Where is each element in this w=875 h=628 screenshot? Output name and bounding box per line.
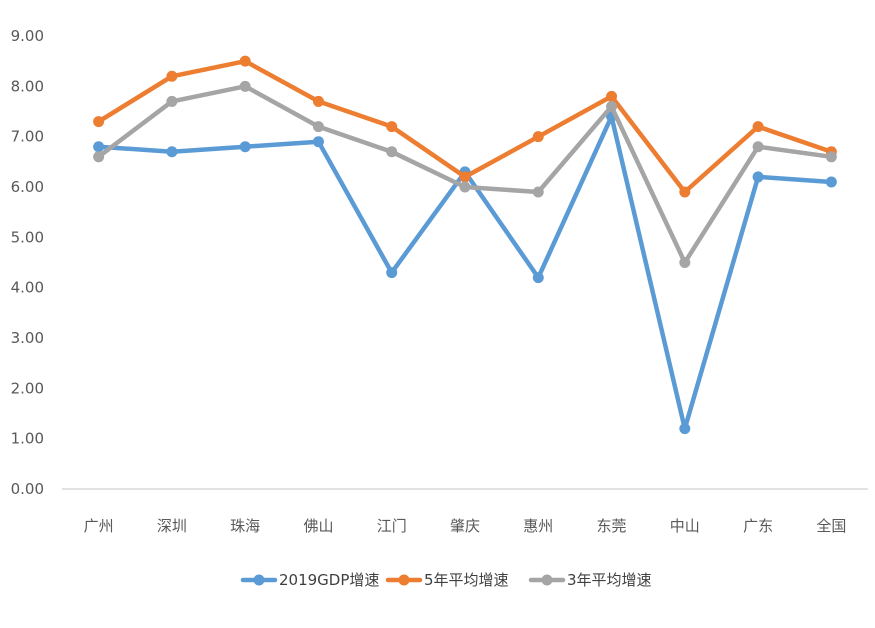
x-tick-label: 肇庆 — [450, 517, 480, 535]
x-tick-label: 江门 — [377, 517, 407, 535]
legend-item: 3年平均增速 — [528, 571, 652, 589]
y-axis: 0.00 1.00 2.00 3.00 4.00 5.00 6.00 7.00 8.00 9.00 — [11, 27, 44, 498]
data-point — [532, 272, 544, 284]
x-tick-label: 中山 — [670, 517, 700, 535]
x-tick-label: 东莞 — [597, 517, 627, 535]
data-point — [386, 267, 398, 279]
data-point — [166, 95, 178, 107]
series-layer — [93, 55, 837, 435]
data-point — [752, 141, 764, 153]
data-point — [239, 55, 251, 67]
data-point — [93, 116, 105, 128]
series-line — [96, 114, 834, 431]
data-point — [239, 141, 251, 153]
y-tick-label: 7.00 — [11, 128, 44, 146]
legend-item: 2019GDP增速 — [240, 571, 379, 589]
data-point — [93, 151, 105, 163]
data-point — [752, 121, 764, 133]
data-point — [386, 146, 398, 158]
y-tick-label: 9.00 — [11, 27, 44, 45]
data-point — [825, 176, 837, 188]
data-point — [312, 121, 324, 133]
x-axis: 广州 深圳 珠海 佛山 江门 肇庆 惠州 东莞 中山 广东 全国 — [84, 517, 847, 535]
data-point — [239, 80, 251, 92]
data-point — [93, 141, 105, 153]
x-tick-label: 深圳 — [157, 517, 187, 535]
legend-label: 3年平均增速 — [567, 571, 652, 589]
x-tick-label: 广东 — [743, 517, 773, 535]
data-point — [532, 131, 544, 143]
series-1 — [93, 111, 837, 435]
y-tick-label: 6.00 — [11, 178, 44, 196]
y-tick-label: 1.00 — [11, 430, 44, 448]
data-point — [825, 151, 837, 163]
y-tick-label: 2.00 — [11, 379, 44, 397]
legend-label: 5年平均增速 — [424, 571, 509, 589]
data-point — [606, 90, 618, 102]
data-point — [679, 186, 691, 198]
data-point — [312, 95, 324, 107]
y-tick-label: 4.00 — [11, 279, 44, 297]
data-point — [679, 257, 691, 268]
y-tick-label: 5.00 — [11, 228, 44, 246]
data-point — [752, 171, 764, 183]
legend-swatch-marker — [398, 574, 410, 586]
legend: 2019GDP增速 5年平均增速 3年平均增速 — [240, 571, 652, 589]
y-tick-label: 0.00 — [11, 480, 44, 498]
x-tick-label: 惠州 — [523, 517, 553, 535]
data-point — [459, 171, 471, 183]
data-point — [166, 70, 178, 82]
data-point — [606, 100, 618, 112]
legend-swatch-marker — [541, 574, 553, 586]
data-point — [679, 423, 691, 435]
legend-swatch-marker — [253, 574, 265, 586]
x-tick-label: 广州 — [84, 517, 114, 535]
data-point — [312, 136, 324, 148]
y-tick-label: 8.00 — [11, 77, 44, 95]
x-tick-label: 佛山 — [303, 517, 333, 535]
data-point — [386, 121, 398, 133]
y-tick-label: 3.00 — [11, 329, 44, 347]
x-tick-label: 全国 — [816, 517, 846, 535]
series-2 — [93, 55, 837, 198]
data-point — [166, 146, 178, 158]
legend-item: 5年平均增速 — [385, 571, 509, 589]
data-point — [459, 181, 471, 193]
data-point — [532, 186, 544, 198]
legend-label: 2019GDP增速 — [279, 571, 379, 589]
x-tick-label: 珠海 — [230, 517, 260, 535]
series-3 — [93, 80, 837, 268]
